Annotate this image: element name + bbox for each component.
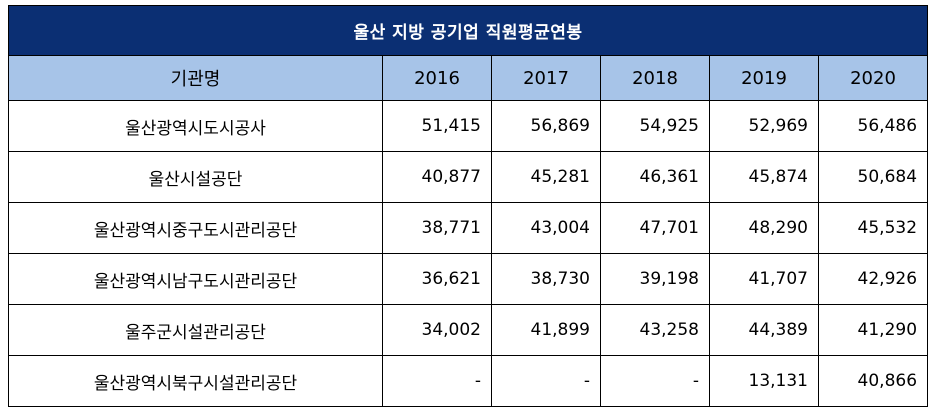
column-header-agency: 기관명 — [8, 55, 383, 101]
agency-name-cell: 울산광역시중구도시관리공단 — [8, 202, 383, 254]
salary-cell: 54,925 — [600, 100, 710, 152]
salary-cell: 13,131 — [709, 355, 819, 407]
agency-name-cell: 울주군시설관리공단 — [8, 304, 383, 356]
salary-cell: 41,290 — [817, 304, 929, 356]
table-header-row: 기관명 2016 2017 2018 2019 2020 — [8, 55, 929, 101]
column-header-2020: 2020 — [817, 55, 929, 101]
salary-table: 울산 지방 공기업 직원평균연봉 기관명 2016 2017 2018 2019… — [7, 5, 929, 407]
salary-cell: 38,730 — [491, 253, 601, 305]
salary-cell: 52,969 — [709, 100, 819, 152]
column-header-2016: 2016 — [382, 55, 492, 101]
table-title: 울산 지방 공기업 직원평균연봉 — [7, 5, 929, 56]
agency-name-cell: 울산광역시북구시설관리공단 — [8, 355, 383, 407]
salary-cell: 47,701 — [600, 202, 710, 254]
table-row: 울산광역시남구도시관리공단 36,621 38,730 39,198 41,70… — [8, 253, 929, 305]
table-row: 울산광역시중구도시관리공단 38,771 43,004 47,701 48,29… — [8, 202, 929, 254]
salary-cell: 48,290 — [709, 202, 819, 254]
salary-cell: - — [600, 355, 710, 407]
table-row: 울산광역시북구시설관리공단 - - - 13,131 40,866 — [8, 355, 929, 407]
salary-cell: - — [491, 355, 601, 407]
salary-cell: 50,684 — [817, 151, 929, 203]
salary-cell: 42,926 — [817, 253, 929, 305]
salary-cell: 40,866 — [817, 355, 929, 407]
salary-cell: 41,707 — [709, 253, 819, 305]
agency-name-cell: 울산시설공단 — [8, 151, 383, 203]
salary-table-container: 울산 지방 공기업 직원평균연봉 기관명 2016 2017 2018 2019… — [7, 5, 929, 408]
table-row: 울산광역시도시공사 51,415 56,869 54,925 52,969 56… — [8, 100, 929, 152]
salary-cell: 51,415 — [382, 100, 492, 152]
table-row: 울주군시설관리공단 34,002 41,899 43,258 44,389 41… — [8, 304, 929, 356]
salary-cell: 56,486 — [817, 100, 929, 152]
salary-cell: 45,874 — [709, 151, 819, 203]
salary-cell: 43,004 — [491, 202, 601, 254]
salary-cell: 38,771 — [382, 202, 492, 254]
table-row: 울산시설공단 40,877 45,281 46,361 45,874 50,68… — [8, 151, 929, 203]
agency-name-cell: 울산광역시남구도시관리공단 — [8, 253, 383, 305]
salary-cell: 36,621 — [382, 253, 492, 305]
salary-cell: 46,361 — [600, 151, 710, 203]
agency-name-cell: 울산광역시도시공사 — [8, 100, 383, 152]
salary-cell: - — [382, 355, 492, 407]
column-header-2017: 2017 — [491, 55, 601, 101]
table-title-row: 울산 지방 공기업 직원평균연봉 — [7, 5, 929, 56]
salary-cell: 45,532 — [817, 202, 929, 254]
salary-cell: 34,002 — [382, 304, 492, 356]
column-header-2019: 2019 — [709, 55, 819, 101]
salary-cell: 39,198 — [600, 253, 710, 305]
salary-cell: 45,281 — [491, 151, 601, 203]
salary-cell: 40,877 — [382, 151, 492, 203]
salary-cell: 43,258 — [600, 304, 710, 356]
column-header-2018: 2018 — [600, 55, 710, 101]
salary-cell: 41,899 — [491, 304, 601, 356]
salary-cell: 56,869 — [491, 100, 601, 152]
salary-cell: 44,389 — [709, 304, 819, 356]
